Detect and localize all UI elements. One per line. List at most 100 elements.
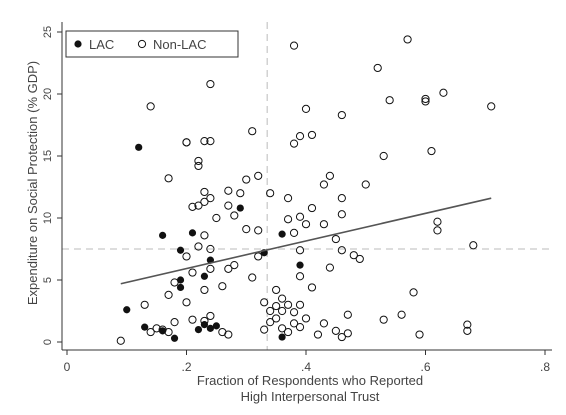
data-point-lac — [176, 283, 185, 292]
data-point-non-lac — [337, 194, 346, 203]
data-point-non-lac — [170, 318, 179, 327]
y-tick-label: 0 — [42, 339, 54, 345]
data-point-non-lac — [146, 327, 155, 337]
data-point-non-lac — [230, 261, 239, 270]
data-point-lac — [236, 204, 244, 212]
data-point-non-lac — [469, 241, 478, 250]
data-point-non-lac — [164, 290, 173, 299]
data-point-non-lac — [200, 231, 209, 240]
data-point-non-lac — [188, 202, 197, 211]
data-point-non-lac — [487, 102, 496, 111]
data-point-lac — [200, 321, 209, 329]
data-point-non-lac — [278, 306, 287, 316]
data-point-non-lac — [224, 201, 233, 210]
legend-box — [65, 30, 239, 58]
data-point-lac — [278, 230, 286, 238]
data-point-non-lac — [283, 194, 293, 203]
data-point-lac — [135, 143, 143, 151]
data-point-non-lac — [182, 252, 191, 261]
data-point-non-lac — [331, 326, 340, 335]
data-point-non-lac — [427, 146, 436, 156]
data-point-lac — [212, 322, 220, 330]
data-point-non-lac — [200, 197, 209, 206]
legend-label-lac: LAC — [89, 37, 114, 52]
data-point-non-lac — [272, 314, 281, 323]
data-point-non-lac — [260, 298, 269, 307]
data-point-non-lac — [164, 174, 173, 183]
data-point-non-lac — [182, 298, 191, 307]
series-lac — [123, 143, 304, 342]
data-point-lac — [194, 326, 203, 334]
data-point-non-lac — [278, 324, 287, 333]
data-point-non-lac — [319, 180, 329, 189]
data-point-non-lac — [182, 138, 191, 147]
data-point-non-lac — [146, 102, 155, 111]
data-point-non-lac — [433, 226, 442, 235]
data-point-non-lac — [266, 306, 275, 316]
data-point-non-lac — [140, 300, 149, 309]
data-point-non-lac — [307, 203, 317, 213]
data-point-non-lac — [283, 327, 293, 337]
data-point-non-lac — [397, 310, 406, 319]
data-point-non-lac — [403, 35, 412, 44]
x-axis-label-line-2: High Interpersonal Trust — [241, 389, 380, 404]
data-point-non-lac — [337, 210, 346, 219]
y-axis-ticks: 0 5 10 15 20 25 — [42, 26, 62, 345]
data-point-non-lac — [325, 263, 334, 272]
data-point-non-lac — [224, 264, 233, 273]
data-point-non-lac — [331, 234, 340, 244]
data-point-non-lac — [361, 180, 370, 189]
axes — [61, 22, 552, 351]
data-point-non-lac — [254, 226, 263, 235]
x-tick-label: .2 — [181, 360, 191, 374]
data-point-non-lac — [307, 130, 317, 140]
data-point-non-lac — [289, 319, 299, 328]
data-point-lac — [206, 324, 214, 332]
y-tick-label: 20 — [42, 88, 54, 100]
x-axis-label-line-1: Fraction of Respondents who Reported — [197, 373, 423, 388]
legend-label-non-lac: Non-LAC — [153, 37, 206, 52]
data-point-non-lac — [266, 318, 275, 327]
data-point-non-lac — [319, 220, 329, 229]
data-point-non-lac — [206, 137, 215, 146]
data-point-non-lac — [421, 97, 430, 106]
legend: LAC Non-LAC — [65, 30, 239, 58]
y-tick-label: 15 — [42, 150, 54, 162]
data-point-non-lac — [188, 315, 197, 324]
data-point-non-lac — [236, 189, 245, 198]
data-point-non-lac — [242, 175, 251, 184]
data-point-non-lac — [272, 285, 281, 295]
data-point-non-lac — [289, 308, 299, 317]
data-point-non-lac — [421, 94, 430, 104]
series-non-lac — [116, 35, 496, 345]
data-point-non-lac — [254, 252, 263, 261]
legend-marker-lac — [74, 40, 82, 48]
data-point-non-lac — [254, 171, 263, 180]
data-point-lac — [278, 333, 286, 341]
data-point-non-lac — [379, 151, 388, 161]
data-point-lac — [296, 261, 304, 269]
data-point-non-lac — [289, 139, 299, 148]
x-tick-label: 0 — [64, 360, 71, 374]
data-point-non-lac — [278, 294, 287, 303]
data-point-non-lac — [283, 300, 293, 309]
data-point-non-lac — [301, 314, 311, 323]
y-tick-label: 10 — [42, 212, 54, 224]
data-point-non-lac — [439, 88, 448, 97]
data-point-non-lac — [218, 282, 227, 291]
data-point-non-lac — [433, 217, 442, 226]
y-tick-label: 5 — [42, 277, 54, 283]
x-tick-label: .6 — [420, 360, 430, 374]
data-point-lac — [176, 276, 185, 284]
data-point-non-lac — [295, 272, 305, 281]
data-point-non-lac — [242, 225, 251, 234]
legend-marker-non-lac — [137, 39, 147, 49]
reference-lines — [62, 22, 552, 350]
fit-line — [120, 197, 492, 285]
data-point-non-lac — [379, 315, 388, 324]
data-point-non-lac — [385, 96, 394, 105]
data-point-non-lac — [200, 187, 209, 197]
data-point-lac — [200, 272, 209, 280]
data-point-non-lac — [116, 336, 125, 345]
